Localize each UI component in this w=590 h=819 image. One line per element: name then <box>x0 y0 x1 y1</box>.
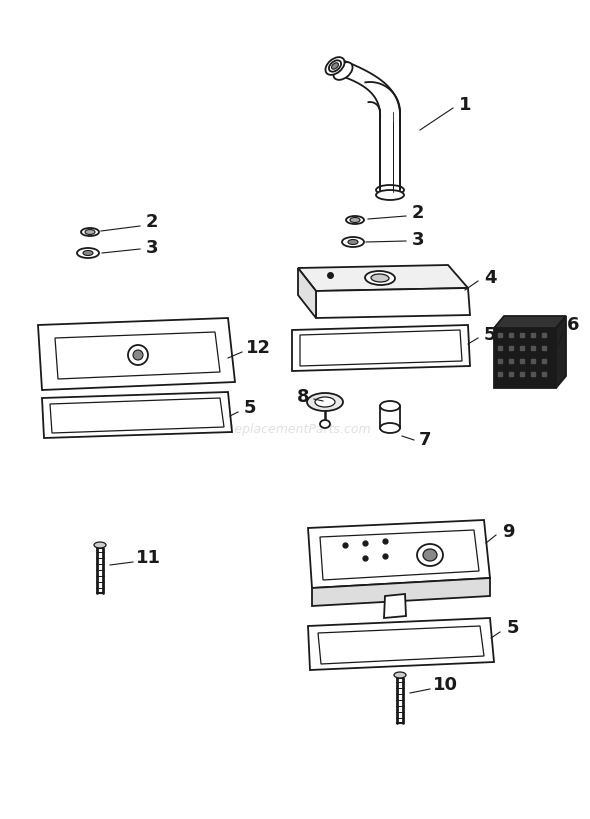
Text: 2: 2 <box>146 213 158 231</box>
Text: 12: 12 <box>245 339 270 357</box>
Text: 4: 4 <box>484 269 496 287</box>
Polygon shape <box>42 392 232 438</box>
Ellipse shape <box>371 274 389 282</box>
Text: 2: 2 <box>412 204 424 222</box>
Text: 1: 1 <box>459 96 471 114</box>
Ellipse shape <box>376 190 404 200</box>
Ellipse shape <box>346 216 364 224</box>
Ellipse shape <box>320 420 330 428</box>
Ellipse shape <box>329 61 341 72</box>
Ellipse shape <box>77 248 99 258</box>
Ellipse shape <box>332 63 339 70</box>
Ellipse shape <box>350 218 360 223</box>
Ellipse shape <box>333 62 353 80</box>
Ellipse shape <box>326 57 345 75</box>
Bar <box>494 328 556 388</box>
Ellipse shape <box>81 228 99 236</box>
Polygon shape <box>494 316 566 328</box>
Polygon shape <box>308 618 494 670</box>
Text: 8: 8 <box>297 388 309 406</box>
Text: 6: 6 <box>567 316 579 334</box>
Ellipse shape <box>133 350 143 360</box>
Polygon shape <box>50 398 224 433</box>
Ellipse shape <box>365 271 395 285</box>
Ellipse shape <box>83 251 93 256</box>
Text: 10: 10 <box>432 676 457 694</box>
Text: 9: 9 <box>502 523 514 541</box>
Polygon shape <box>38 318 235 390</box>
Polygon shape <box>312 578 490 606</box>
Text: 11: 11 <box>136 549 160 567</box>
Ellipse shape <box>376 185 404 195</box>
Ellipse shape <box>342 237 364 247</box>
Ellipse shape <box>394 672 406 678</box>
Polygon shape <box>556 316 566 388</box>
Polygon shape <box>384 594 406 618</box>
Ellipse shape <box>423 549 437 561</box>
Ellipse shape <box>348 239 358 245</box>
Ellipse shape <box>417 544 443 566</box>
Ellipse shape <box>85 229 95 234</box>
Text: 5: 5 <box>484 326 496 344</box>
Text: 3: 3 <box>146 239 158 257</box>
Ellipse shape <box>128 345 148 365</box>
Polygon shape <box>298 265 468 291</box>
Text: eReplacementParts.com: eReplacementParts.com <box>219 423 371 437</box>
Polygon shape <box>292 325 470 371</box>
Text: 5: 5 <box>244 399 256 417</box>
Ellipse shape <box>94 542 106 548</box>
Polygon shape <box>318 626 484 664</box>
Polygon shape <box>316 288 470 318</box>
Polygon shape <box>55 332 220 379</box>
Polygon shape <box>300 330 462 366</box>
Polygon shape <box>320 530 479 580</box>
Text: 3: 3 <box>412 231 424 249</box>
Ellipse shape <box>380 423 400 433</box>
Text: 5: 5 <box>507 619 519 637</box>
Text: 7: 7 <box>419 431 431 449</box>
Ellipse shape <box>315 397 335 407</box>
Polygon shape <box>298 268 316 318</box>
Ellipse shape <box>380 401 400 411</box>
Polygon shape <box>308 520 490 588</box>
Ellipse shape <box>307 393 343 411</box>
